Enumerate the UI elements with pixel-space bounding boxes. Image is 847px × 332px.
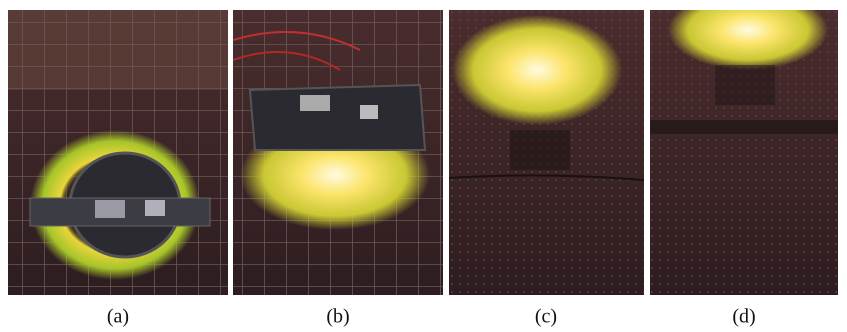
caption: (a) [107, 306, 129, 328]
photo-c [449, 10, 644, 295]
photo-b [233, 10, 443, 295]
photo-d [650, 0, 838, 295]
caption: (c) [535, 306, 557, 328]
page: (a) (b) (c) (d) (() => { const data = JS… [0, 0, 847, 332]
caption: (b) [326, 306, 349, 328]
photo-a [8, 10, 228, 295]
caption: (d) [732, 306, 755, 328]
figure: (a) (b) (c) (d) [0, 0, 847, 332]
